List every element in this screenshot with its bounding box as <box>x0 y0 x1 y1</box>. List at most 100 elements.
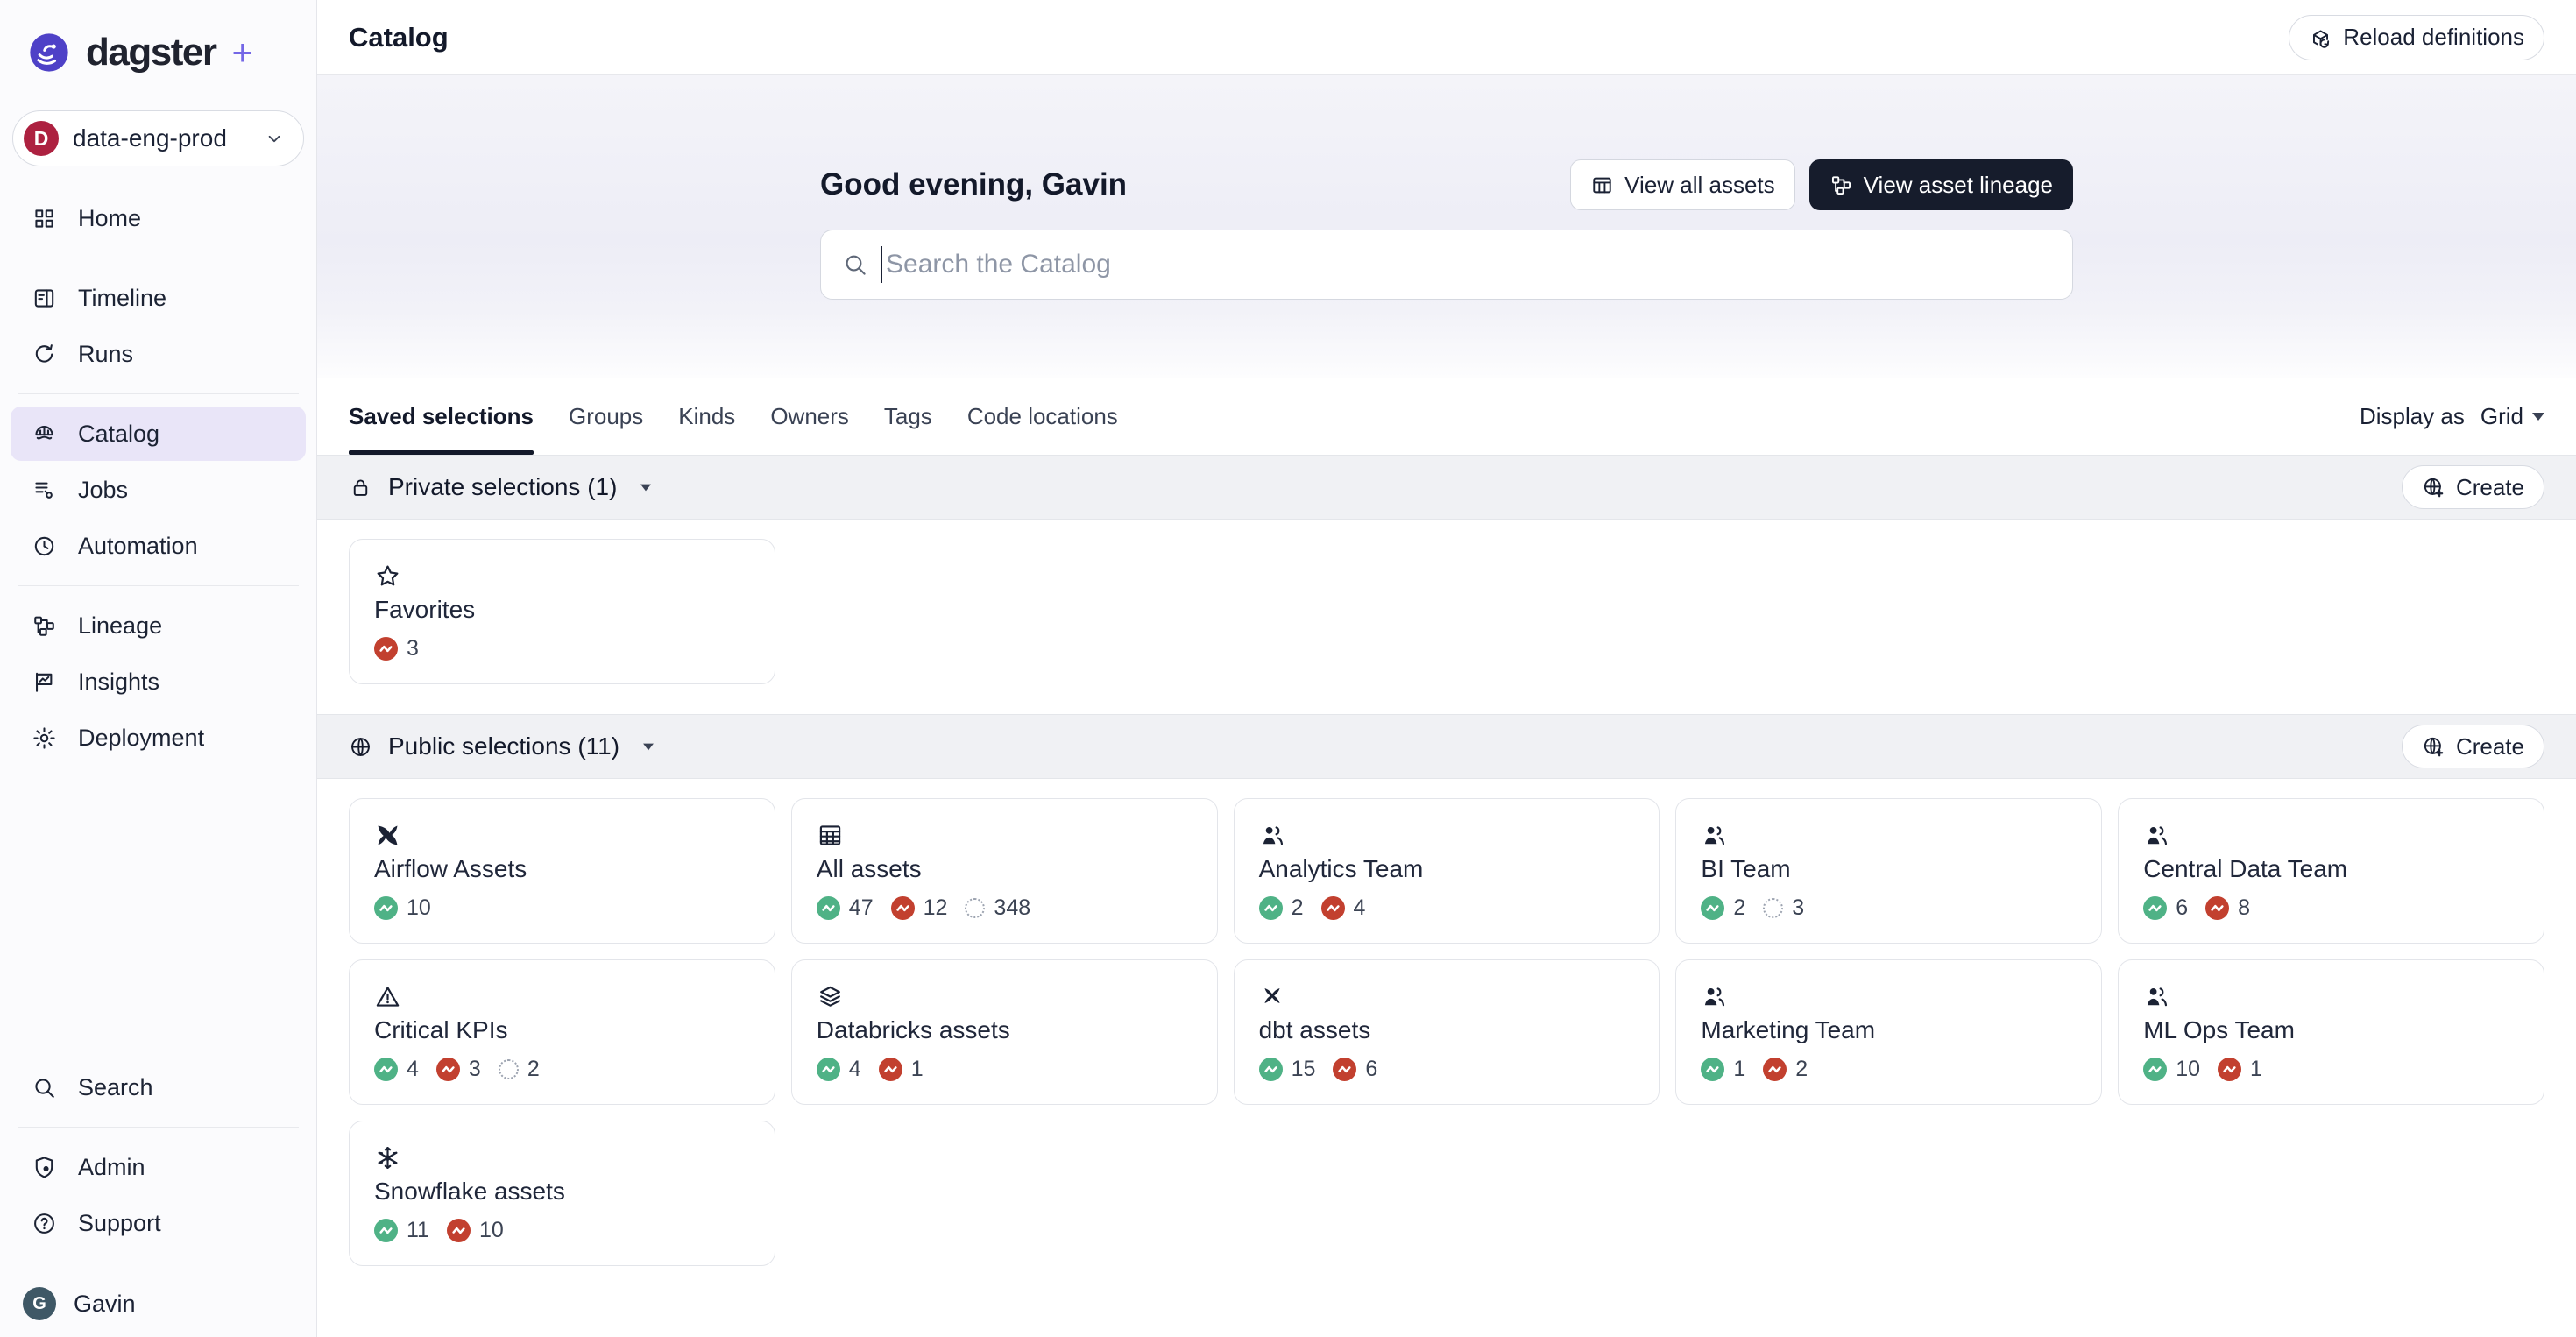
brand-plus-badge: + <box>231 32 253 73</box>
card-title: Airflow Assets <box>374 855 527 882</box>
section-toggle-private-selections[interactable]: Private selections (1) <box>349 473 652 501</box>
deployment-switcher[interactable]: D data-eng-prod <box>12 110 304 166</box>
card-title: Analytics Team <box>1258 855 1424 882</box>
sidebar-item-support[interactable]: Support <box>11 1196 306 1250</box>
tab-groups[interactable]: Groups <box>569 378 643 455</box>
sidebar-item-insights[interactable]: Insights <box>11 654 306 709</box>
asset-count-failed: 1 <box>878 1057 924 1082</box>
tab-owners[interactable]: Owners <box>770 378 849 455</box>
user-name: Gavin <box>74 1290 136 1317</box>
globe-plus-icon <box>2422 476 2445 499</box>
people-icon <box>1701 983 1728 1010</box>
chevron-down-icon <box>263 127 286 150</box>
sidebar: dagster + D data-eng-prod Home Timeline Ru… <box>0 0 317 1337</box>
tab-kinds[interactable]: Kinds <box>678 378 735 455</box>
support-icon <box>32 1211 57 1236</box>
selection-card-dbt-assets[interactable]: dbt assets 15 6 <box>1233 959 1660 1105</box>
tab-tags[interactable]: Tags <box>884 378 932 455</box>
selection-card-marketing-team[interactable]: Marketing Team 1 2 <box>1675 959 2103 1105</box>
globe-icon <box>349 735 372 759</box>
section-title: Private selections (1) <box>388 473 618 500</box>
status-success-icon <box>1258 895 1283 920</box>
card-status-counts: 47 12 348 <box>816 895 1192 921</box>
selection-card-all-assets[interactable]: All assets 47 12 348 <box>790 798 1218 944</box>
asset-count-failed: 1 <box>2218 1057 2262 1082</box>
view-all-assets-button[interactable]: View all assets <box>1570 159 1795 210</box>
catalog-search[interactable] <box>820 230 2073 300</box>
sidebar-item-label: Home <box>78 204 142 231</box>
card-title: Favorites <box>374 596 476 623</box>
catalog-search-input[interactable] <box>882 250 2051 279</box>
create-selection-button[interactable]: Create <box>2401 465 2544 509</box>
count-value: 3 <box>407 635 419 661</box>
asset-count-failed: 10 <box>446 1218 504 1243</box>
selection-card-ml-ops-team[interactable]: ML Ops Team 10 1 <box>2118 959 2544 1105</box>
selections-sections: Private selections (1) Create Favorites 3 Pu… <box>317 455 2576 1296</box>
sidebar-item-runs[interactable]: Runs <box>11 327 306 381</box>
section-toggle-public-selections[interactable]: Public selections (11) <box>349 732 655 760</box>
section-band-public-selections: Public selections (11) Create <box>317 714 2576 779</box>
card-title: Central Data Team <box>2143 855 2348 882</box>
card-title: All assets <box>816 855 922 882</box>
selection-card-favorites[interactable]: Favorites 3 <box>349 539 775 684</box>
page-title: Catalog <box>349 21 449 53</box>
lineage-icon <box>1829 173 1853 197</box>
automation-icon <box>32 534 57 559</box>
brand-logo[interactable]: dagster + <box>0 0 316 75</box>
create-selection-button[interactable]: Create <box>2401 725 2544 768</box>
sidebar-item-catalog[interactable]: Catalog <box>11 407 306 461</box>
selection-card-analytics-team[interactable]: Analytics Team 2 4 <box>1233 798 1660 944</box>
sidebar-item-label: Search <box>78 1073 153 1100</box>
sidebar-item-deployment[interactable]: Deployment <box>11 711 306 765</box>
count-value: 2 <box>1291 895 1304 920</box>
selection-card-databricks-assets[interactable]: Databricks assets 4 1 <box>790 959 1218 1105</box>
airflow-icon <box>374 822 401 849</box>
sidebar-item-automation[interactable]: Automation <box>11 519 306 573</box>
asset-count-success: 10 <box>2143 1057 2200 1082</box>
card-status-counts: 10 1 <box>2143 1057 2519 1081</box>
sidebar-item-lineage[interactable]: Lineage <box>11 598 306 653</box>
status-never-icon <box>1763 897 1784 918</box>
selection-card-bi-team[interactable]: BI Team 2 3 <box>1675 798 2103 944</box>
count-value: 10 <box>2176 1056 2200 1081</box>
status-success-icon <box>1258 1057 1283 1081</box>
card-title: BI Team <box>1701 855 1791 882</box>
sidebar-item-admin[interactable]: Admin <box>11 1140 306 1194</box>
sidebar-item-timeline[interactable]: Timeline <box>11 271 306 325</box>
selection-card-critical-kpis[interactable]: Critical KPIs 4 3 2 <box>349 959 775 1105</box>
selection-card-snowflake-assets[interactable]: Snowflake assets 11 10 <box>349 1121 775 1266</box>
tab-label: Owners <box>770 402 849 429</box>
tab-code-locations[interactable]: Code locations <box>967 378 1118 455</box>
catalog-tabs-row: Saved selections Groups Kinds Owners Tags Cod… <box>317 378 2576 455</box>
status-success-icon <box>816 1057 840 1081</box>
status-success-icon <box>816 895 840 920</box>
asset-count-success: 4 <box>374 1057 419 1082</box>
display-as-select[interactable]: Grid <box>2480 403 2544 430</box>
tab-saved-selections[interactable]: Saved selections <box>349 378 534 455</box>
globe-plus-icon <box>2422 735 2445 759</box>
view-asset-lineage-label: View asset lineage <box>1863 171 2053 198</box>
card-status-counts: 10 <box>374 895 750 920</box>
sidebar-item-jobs[interactable]: Jobs <box>11 463 306 517</box>
sidebar-item-search[interactable]: Search <box>11 1060 306 1114</box>
asset-count-success: 1 <box>1701 1057 1745 1082</box>
selection-card-airflow-assets[interactable]: Airflow Assets 10 <box>349 798 775 944</box>
count-value: 348 <box>994 895 1031 920</box>
selection-card-central-data-team[interactable]: Central Data Team 6 8 <box>2118 798 2544 944</box>
status-failed-icon <box>878 1057 902 1081</box>
view-asset-lineage-button[interactable]: View asset lineage <box>1808 159 2073 210</box>
sidebar-item-home[interactable]: Home <box>11 191 306 245</box>
count-value: 3 <box>1792 895 1805 920</box>
asset-count-failed: 2 <box>1763 1057 1808 1082</box>
snowflake-icon <box>374 1144 401 1171</box>
count-value: 1 <box>1733 1056 1746 1081</box>
user-menu[interactable]: G Gavin <box>0 1276 316 1332</box>
reload-definitions-button[interactable]: Reload definitions <box>2289 14 2544 60</box>
status-never-icon <box>498 1058 519 1079</box>
count-value: 11 <box>407 1217 429 1242</box>
create-label: Create <box>2455 473 2524 500</box>
asset-count-never: 348 <box>965 895 1030 921</box>
display-as-control: Display as Grid <box>2360 403 2544 430</box>
